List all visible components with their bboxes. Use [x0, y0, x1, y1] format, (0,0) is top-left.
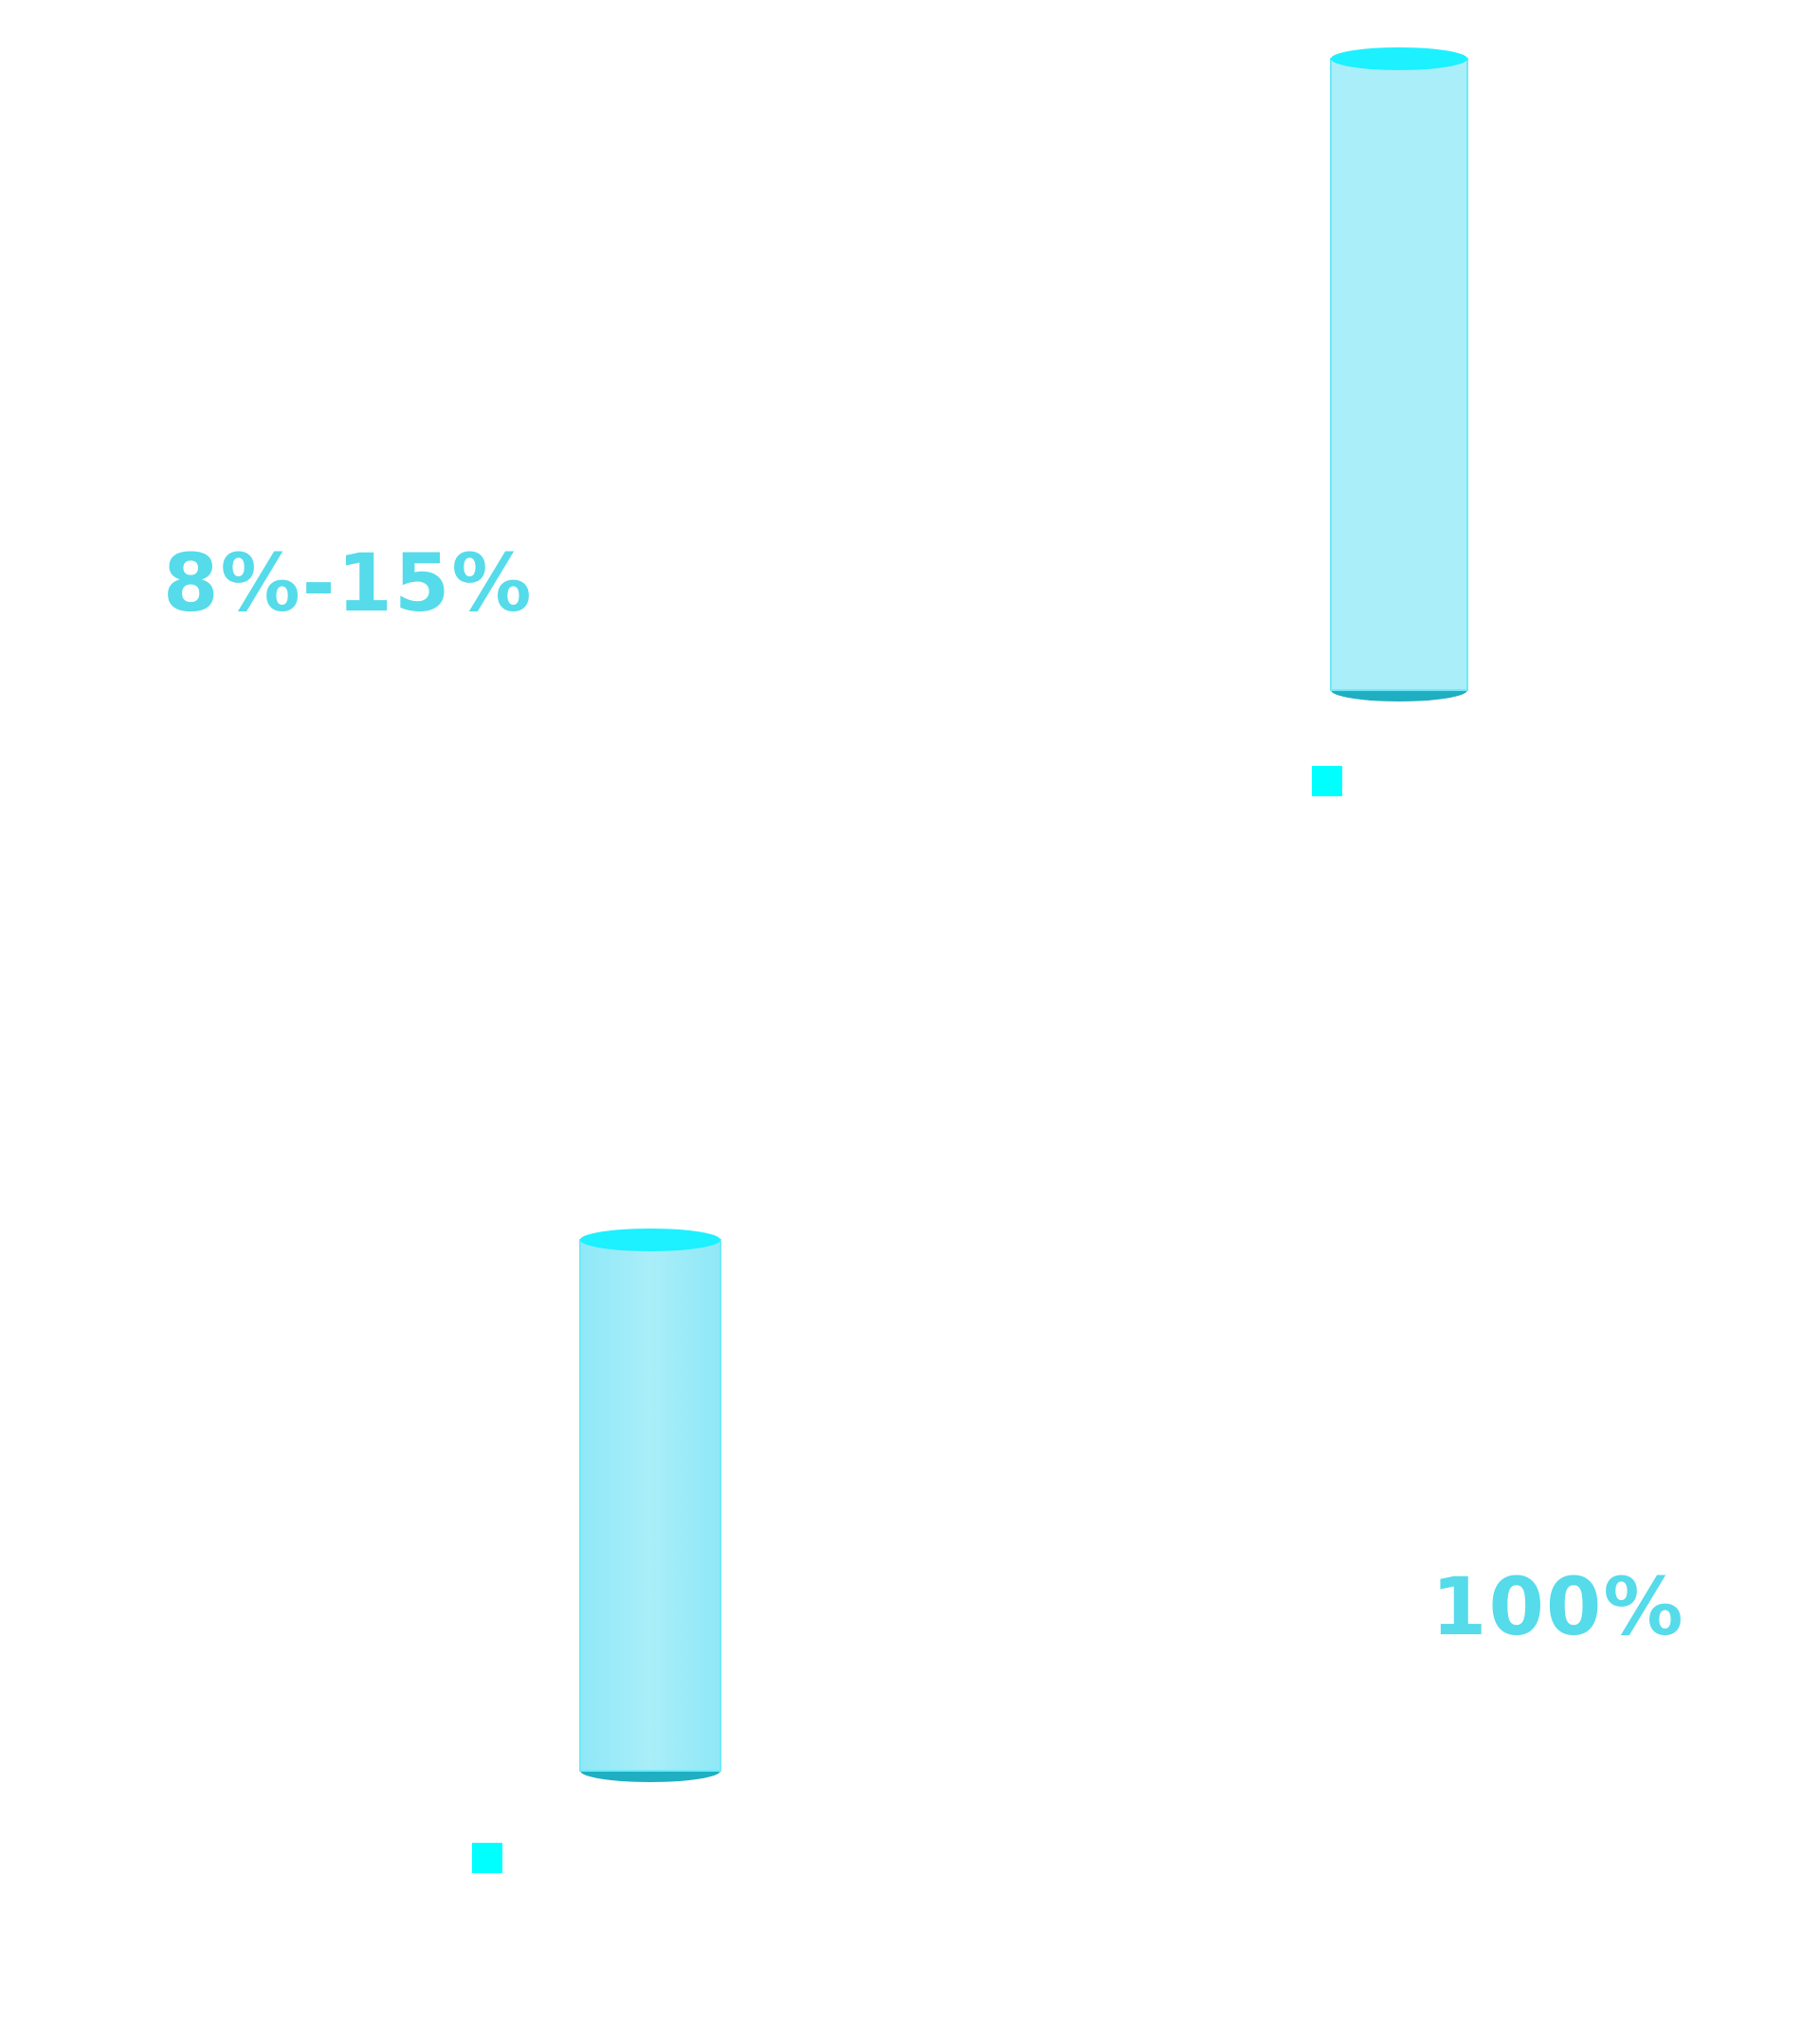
section-2-headline-value: 100% [1431, 1560, 1685, 1653]
section-1-legend-swatch [1312, 766, 1342, 796]
cylinder-top-1 [1331, 47, 1467, 70]
section-2-legend-swatch [472, 1843, 502, 1873]
section-1-chart [0, 0, 1820, 853]
section-2-subtitle [986, 1479, 1640, 1526]
cylinder-top-2 [580, 1229, 720, 1251]
section-2-chart-svg [579, 1229, 721, 1782]
cylinder-bar-2 [579, 1239, 721, 1772]
section-1-chart-svg [1330, 47, 1468, 701]
section-2-title [1156, 1365, 1640, 1422]
cylinder-bar-1 [1330, 58, 1468, 691]
section-2-chart [0, 1138, 1820, 1943]
section-1-headline-value: 8%-15% [163, 537, 534, 629]
